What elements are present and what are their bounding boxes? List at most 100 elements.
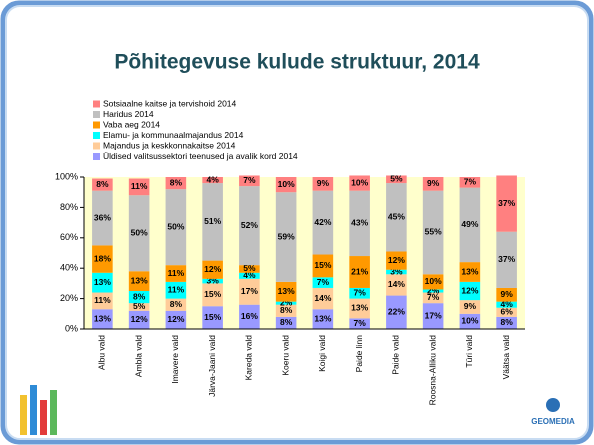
value-label: 15%	[204, 289, 221, 299]
legend-swatch	[93, 111, 100, 118]
value-label: 8%	[133, 291, 146, 301]
value-label: 12%	[167, 314, 184, 324]
legend-label: Elamu- ja kommunaalmajandus 2014	[103, 130, 244, 140]
value-label: 10%	[351, 177, 368, 187]
bar-segment	[275, 301, 297, 305]
value-label: 7%	[243, 175, 256, 185]
x-tick-label: Paide linn	[354, 335, 364, 373]
slide-frame-inner	[5, 5, 589, 440]
value-label: 15%	[314, 260, 331, 270]
value-label: 3%	[390, 266, 403, 276]
value-label: 11%	[94, 295, 111, 305]
logo-icon	[546, 398, 560, 412]
bar-segment	[349, 318, 370, 329]
value-label: 11%	[131, 181, 148, 191]
bar-segment	[349, 298, 370, 319]
bar-segment	[459, 281, 481, 301]
value-label: 12%	[461, 285, 478, 295]
bar-segment	[459, 300, 481, 314]
value-label: 5%	[390, 174, 403, 184]
value-label: 2%	[280, 297, 293, 307]
value-label: 11%	[168, 284, 185, 294]
legend-label: Sotsiaalne kaitse ja tervishoid 2014	[103, 98, 237, 108]
value-label: 13%	[351, 303, 368, 313]
value-label: 10%	[461, 316, 478, 326]
value-label: 9%	[427, 178, 440, 188]
bar-segment	[165, 265, 187, 282]
value-label: 22%	[388, 307, 405, 317]
bar-segment	[496, 287, 517, 302]
bar-segment	[239, 265, 260, 273]
bar-segment	[165, 310, 187, 329]
bar-segment	[459, 177, 481, 188]
y-tick-label: 100%	[55, 171, 78, 181]
bar-segment	[312, 309, 334, 329]
value-label: 13%	[461, 266, 478, 276]
bar-segment	[239, 278, 260, 305]
value-label: 9%	[500, 289, 513, 299]
value-label: 52%	[241, 220, 258, 230]
bar-segment	[386, 274, 407, 296]
bar-segment	[349, 175, 370, 191]
value-label: 7%	[353, 318, 366, 328]
pencil	[40, 400, 47, 435]
x-tick-label: Koeru vald	[280, 335, 290, 376]
value-label: 8%	[96, 179, 109, 189]
value-label: 45%	[388, 212, 405, 222]
value-label: 18%	[94, 253, 111, 263]
bar-segment	[422, 177, 444, 191]
bar-segment	[128, 310, 150, 329]
plot-area	[84, 177, 525, 329]
bar-segment	[496, 175, 517, 232]
x-tick-label: Väätsa vald	[501, 335, 511, 380]
x-tick-label: Koigi vald	[317, 335, 327, 372]
value-label: 8%	[280, 317, 293, 327]
bar-segment	[496, 301, 517, 308]
pencil	[50, 390, 57, 435]
value-label: 4%	[243, 270, 256, 280]
value-label: 8%	[170, 299, 183, 309]
bar-segment	[202, 306, 223, 329]
bar-segment	[386, 295, 407, 329]
bar-segment	[312, 287, 334, 310]
value-label: 8%	[500, 317, 513, 327]
bar-segment	[165, 189, 187, 266]
value-label: 36%	[94, 212, 111, 222]
value-label: 8%	[280, 305, 293, 315]
y-tick-label: 20%	[60, 293, 78, 303]
bar-segment	[128, 303, 150, 311]
value-label: 16%	[241, 311, 258, 321]
x-tick-label: Türi vald	[464, 335, 474, 368]
bar-segment	[422, 190, 444, 275]
value-label: 17%	[241, 286, 258, 296]
value-label: 9%	[317, 178, 330, 188]
x-tick-label: Järva-Jaani vald	[207, 335, 217, 397]
bar-segment	[239, 175, 260, 187]
bar-segment	[386, 183, 407, 252]
value-label: 51%	[204, 216, 221, 226]
value-label: 50%	[167, 221, 184, 231]
bar-segment	[92, 292, 113, 310]
bar-segment	[128, 178, 150, 196]
legend-swatch	[93, 100, 100, 108]
bar-segment	[422, 274, 444, 290]
bar-segment	[92, 309, 113, 329]
value-label: 17%	[425, 310, 442, 320]
bar-segment	[239, 304, 260, 329]
value-label: 7%	[427, 292, 440, 302]
x-tick-label: Kareda vald	[244, 335, 254, 381]
value-label: 3%	[206, 275, 219, 285]
value-label: 2%	[427, 285, 440, 295]
value-label: 9%	[464, 301, 477, 311]
legend-label: Vaba aeg 2014	[103, 119, 160, 129]
bar-segment	[202, 183, 223, 261]
bar-segment	[239, 186, 260, 266]
value-label: 13%	[94, 313, 111, 323]
x-tick-label: Roosna-Alliku vald	[427, 335, 437, 406]
x-tick-label: Imavere vald	[170, 335, 180, 384]
bar-segment	[202, 177, 223, 184]
value-label: 5%	[133, 301, 146, 311]
bar-segment	[496, 307, 517, 317]
bar-segment	[386, 175, 407, 184]
